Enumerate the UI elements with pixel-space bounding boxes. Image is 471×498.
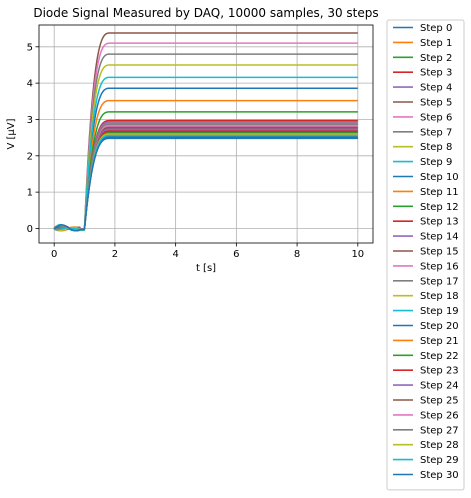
legend-label: Step 25 xyxy=(420,396,459,407)
legend-label: Step 29 xyxy=(420,455,459,466)
y-tick-label: 0 xyxy=(27,224,33,235)
legend-label: Step 19 xyxy=(420,306,459,317)
legend-label: Step 0 xyxy=(420,23,452,34)
legend-label: Step 8 xyxy=(420,142,452,153)
x-tick-label: 4 xyxy=(172,249,178,260)
legend-label: Step 14 xyxy=(420,232,459,243)
series-line xyxy=(53,133,358,232)
series-line xyxy=(53,76,358,231)
legend-label: Step 28 xyxy=(420,440,459,451)
legend-label: Step 11 xyxy=(420,187,459,198)
y-tick-label: 5 xyxy=(27,42,33,53)
legend-label: Step 18 xyxy=(420,291,459,302)
x-tick-label: 8 xyxy=(294,249,300,260)
series-line xyxy=(53,124,358,231)
legend-label: Step 30 xyxy=(420,470,459,481)
legend-label: Step 15 xyxy=(420,247,459,258)
ticks: 0 2 4 6 8 10 0 1 2 3 4 5 xyxy=(27,42,365,260)
series-line xyxy=(53,42,358,231)
y-tick-label: 3 xyxy=(27,115,33,126)
legend-label: Step 4 xyxy=(420,83,452,94)
series-line xyxy=(53,133,358,232)
series-line xyxy=(53,131,358,232)
legend-label: Step 12 xyxy=(420,202,459,213)
legend-label: Step 20 xyxy=(420,321,459,332)
x-tick-label: 0 xyxy=(51,249,57,260)
series-line xyxy=(54,134,358,231)
series-line xyxy=(53,136,358,231)
y-axis-label: V [μV] xyxy=(6,118,17,149)
y-tick-label: 2 xyxy=(27,151,33,162)
series-line xyxy=(53,135,358,231)
x-tick-label: 2 xyxy=(112,249,118,260)
series-line xyxy=(54,132,358,232)
y-tick-label: 1 xyxy=(27,188,33,199)
legend-label: Step 1 xyxy=(420,38,452,49)
series-line xyxy=(54,126,358,231)
y-tick-label: 4 xyxy=(27,79,33,90)
legend-label: Step 23 xyxy=(420,366,459,377)
legend-label: Step 27 xyxy=(420,425,459,436)
legend-label: Step 6 xyxy=(420,112,452,123)
series-line xyxy=(53,133,358,231)
legend-label: Step 24 xyxy=(420,381,459,392)
legend-label: Step 17 xyxy=(420,276,459,287)
series-line xyxy=(53,137,358,232)
series-line xyxy=(54,64,358,230)
plot-frame xyxy=(38,24,374,244)
legend-box xyxy=(386,19,465,491)
legend-label: Step 26 xyxy=(420,410,459,421)
series-line xyxy=(53,123,358,231)
legend-label: Step 9 xyxy=(420,157,452,168)
legend-label: Step 3 xyxy=(420,68,452,79)
legend-label: Step 16 xyxy=(420,261,459,272)
series-line xyxy=(53,136,358,231)
legend-label: Step 22 xyxy=(420,351,459,362)
series-line xyxy=(54,128,358,230)
series-line xyxy=(53,111,358,232)
legend-label: Step 7 xyxy=(420,127,452,138)
legend-label: Step 2 xyxy=(420,53,452,64)
series-line xyxy=(53,87,358,232)
series-line xyxy=(54,119,358,231)
series-line xyxy=(54,121,358,231)
x-tick-label: 6 xyxy=(233,249,239,260)
series-line xyxy=(53,130,358,232)
chart-title: Diode Signal Measured by DAQ, 10000 samp… xyxy=(33,6,378,20)
series-line xyxy=(53,32,358,231)
x-tick-label: 10 xyxy=(351,249,364,260)
series-lines xyxy=(53,32,358,232)
legend: Step 0 Step 1 Step 2 Step 3 Step 4 Step 5 Step… xyxy=(386,19,465,491)
legend-label: Step 10 xyxy=(420,172,459,183)
series-line xyxy=(53,99,358,231)
x-axis-label: t [s] xyxy=(196,263,216,274)
legend-label: Step 5 xyxy=(420,98,452,109)
legend-label: Step 13 xyxy=(420,217,459,228)
series-line xyxy=(53,53,358,231)
legend-label: Step 21 xyxy=(420,336,459,347)
